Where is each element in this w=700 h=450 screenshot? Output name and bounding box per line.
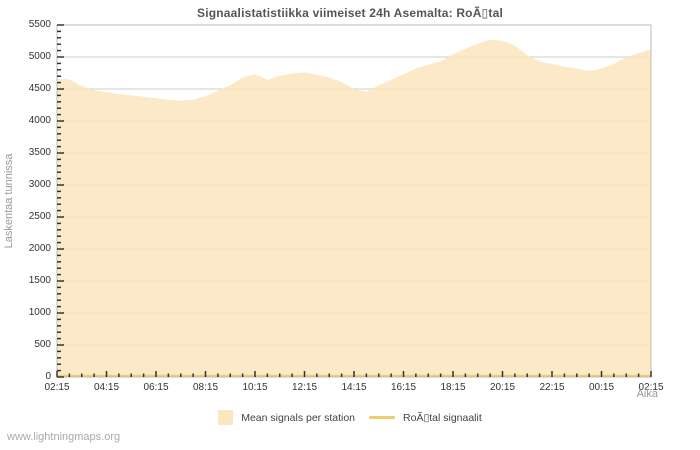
x-tick-label: 16:15 [390,382,417,393]
y-tick-label: 1500 [28,275,51,286]
x-tick-label: 00:15 [588,382,615,393]
x-tick-label: 22:15 [539,382,565,393]
x-tick-label: 02:15 [44,382,70,393]
y-tick-label: 4000 [28,115,51,126]
x-tick-label: 12:15 [291,382,318,393]
y-tick-label: 0 [45,371,51,382]
x-axis-title: Aika [636,388,658,400]
x-tick-label: 02:15 [638,382,664,393]
x-tick-label: 18:15 [440,382,466,393]
chart-legend: Mean signals per station RoÃ▯tal signaal… [0,410,700,425]
legend-item-mean-signals: Mean signals per station [218,410,355,425]
legend-label-station-signals: RoÃ▯tal signaalit [403,411,482,424]
y-tick-label: 4500 [28,83,51,94]
watermark-link[interactable]: www.lightningmaps.org [7,431,121,443]
x-tick-label: 08:15 [192,382,219,393]
y-axis-title: Laskentaa tunnissa [3,153,15,249]
x-tick-label: 14:15 [341,382,367,393]
x-tick-label: 06:15 [143,382,169,393]
area-swatch-icon [218,410,234,425]
y-tick-label: 3500 [28,147,51,158]
y-tick-label: 5500 [28,19,51,30]
y-tick-label: 2500 [28,211,51,222]
y-tick-label: 2000 [28,243,51,254]
x-tick-label: 04:15 [93,382,120,393]
y-tick-label: 1000 [28,307,51,318]
x-tick-label: 10:15 [242,382,268,393]
y-tick-label: 5000 [28,51,51,62]
legend-label-mean-signals: Mean signals per station [241,411,356,424]
x-tick-label: 20:15 [489,382,516,393]
chart-title: Signaalistatistiikka viimeiset 24h Asema… [196,6,503,20]
line-swatch-icon [369,416,396,419]
y-tick-label: 500 [34,339,51,350]
legend-item-station-signals: RoÃ▯tal signaalit [369,412,482,424]
mean-signals-area [57,39,651,377]
y-tick-label: 3000 [28,179,51,190]
